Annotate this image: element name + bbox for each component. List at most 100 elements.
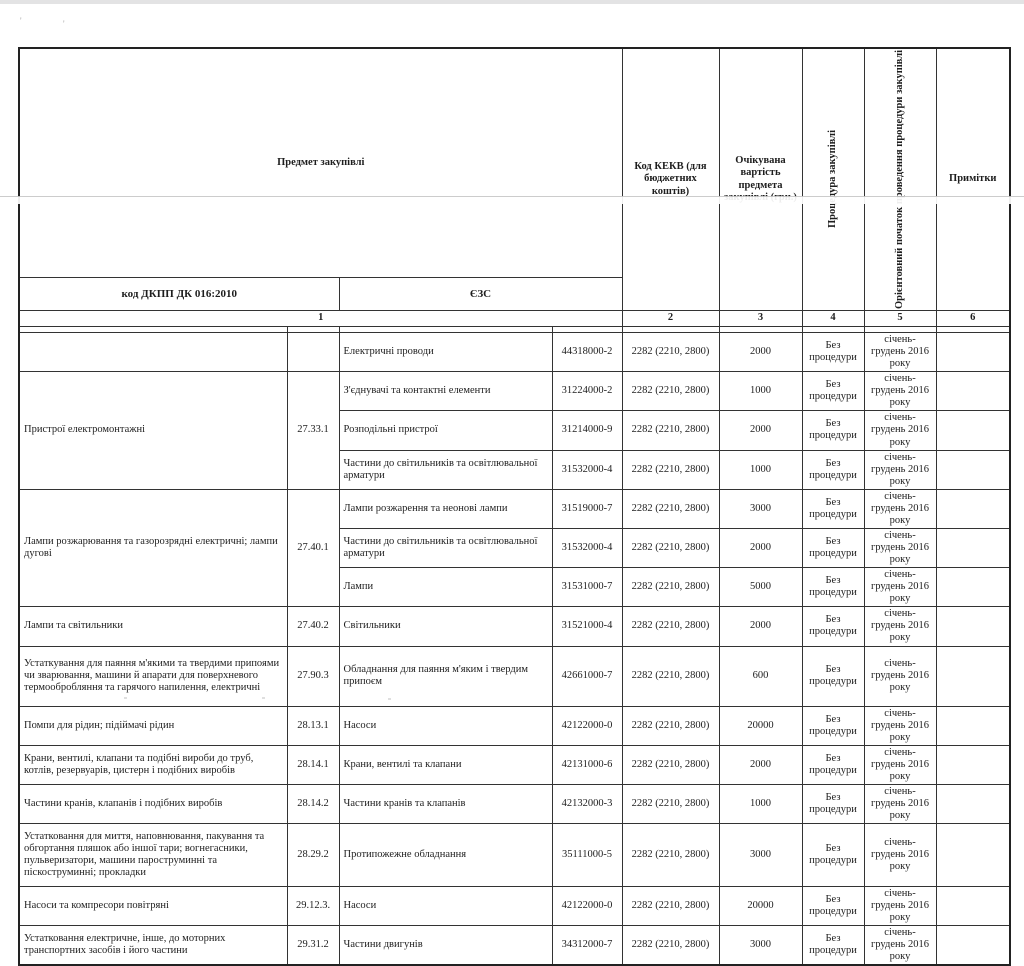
cost-cell: 3000 — [718, 925, 803, 966]
header-dkpp-code: код ДКПП ДК 016:2010 — [18, 277, 340, 311]
header-procedure-label: Процедура закупівлі — [826, 130, 838, 229]
group-dkpp-code-cell — [286, 331, 340, 373]
ezs-name-cell: Насоси — [338, 705, 553, 746]
ezs-code-cell: 42122000-0 — [551, 705, 623, 746]
notes-cell — [935, 488, 1011, 529]
kekv-cell: 2282 (2210, 2800) — [621, 410, 720, 451]
ezs-name-cell: Лампи розжарення та неонові лампи — [338, 488, 553, 529]
procedure-cell: Без процедури — [801, 645, 865, 707]
table-row: Частини до світильників та освітлювально… — [19, 527, 1011, 569]
procedure-cell: Без процедури — [801, 410, 865, 451]
group-name-cell: Помпи для рідин; підіймачі рідин — [18, 705, 288, 746]
period-cell: січень-грудень 2016 року — [863, 527, 937, 569]
kekv-cell: 2282 (2210, 2800) — [621, 527, 720, 569]
ezs-code-cell: 42122000-0 — [551, 886, 623, 927]
cost-cell: 2000 — [718, 527, 803, 569]
notes-cell — [935, 331, 1011, 373]
col-number-3: 3 — [718, 310, 803, 327]
group-dkpp-code-cell: 27.33.1 — [286, 371, 340, 490]
table-row: Устатковання для миття, наповнювання, па… — [18, 823, 1011, 888]
ezs-name-cell: Протипожежне обладнання — [338, 823, 553, 888]
procedure-cell: Без процедури — [801, 371, 865, 412]
group-dkpp-code-cell: 29.12.3. — [286, 886, 340, 927]
header-ezs: ЄЗС — [338, 277, 623, 311]
cost-cell: 1000 — [718, 449, 803, 490]
header-start: Орієнтовний початок проведення процедури… — [863, 47, 937, 311]
kekv-cell: 2282 (2210, 2800) — [621, 744, 720, 785]
group-name-cell: Устатковання для миття, наповнювання, па… — [18, 823, 288, 888]
notes-cell — [935, 886, 1011, 927]
scan-stitch-band — [0, 196, 1024, 204]
ezs-code-cell: 44318000-2 — [551, 331, 623, 373]
ezs-name-cell: Крани, вентилі та клапани — [338, 744, 553, 785]
procurement-plan-table: Предмет закупівлі Код КЕКВ (для бюджетни… — [18, 47, 1011, 966]
procedure-cell: Без процедури — [801, 925, 865, 966]
ezs-name-cell: Електричні проводи — [338, 331, 553, 373]
notes-cell — [935, 783, 1011, 825]
ezs-name-cell: Світильники — [338, 606, 553, 647]
procedure-cell: Без процедури — [801, 783, 865, 825]
period-cell: січень-грудень 2016 року — [863, 488, 937, 529]
procedure-cell: Без процедури — [801, 331, 865, 373]
kekv-cell: 2282 (2210, 2800) — [621, 331, 720, 373]
header-start-label: Орієнтовний початок проведення процедури… — [893, 50, 905, 309]
group-name-cell: Насоси та компресори повітряні — [18, 886, 288, 927]
table-body: Електричні проводи 44318000-2 2282 (2210, … — [18, 331, 1011, 966]
cost-cell: 600 — [718, 645, 803, 707]
ezs-code-cell: 31521000-4 — [551, 606, 623, 647]
period-cell: січень-грудень 2016 року — [863, 449, 937, 490]
col-number-6: 6 — [935, 310, 1011, 327]
procedure-cell: Без процедури — [801, 823, 865, 888]
kekv-cell: 2282 (2210, 2800) — [621, 606, 720, 647]
col-number-2: 2 — [621, 310, 720, 327]
table-row: Пристрої електромонтажні 27.33.1 З'єднувач… — [18, 371, 1011, 490]
ezs-code-cell: 42131000-6 — [551, 744, 623, 785]
kekv-cell: 2282 (2210, 2800) — [621, 488, 720, 529]
col-number-5: 5 — [863, 310, 937, 327]
cost-cell: 2000 — [718, 744, 803, 785]
period-cell: січень-грудень 2016 року — [863, 371, 937, 412]
ezs-name-cell: Частини двигунів — [338, 925, 553, 966]
cost-cell: 3000 — [718, 823, 803, 888]
group-name-cell: Крани, вентилі, клапани та подібні вироб… — [18, 744, 288, 785]
col-number-1: 1 — [18, 310, 623, 327]
header-kekv: Код КЕКВ (для бюджетних коштів) — [621, 47, 720, 311]
table-row: Частини до світильників та освітлювально… — [19, 449, 1011, 490]
scan-speck: ' — [63, 19, 65, 29]
period-cell: січень-грудень 2016 року — [863, 783, 937, 825]
table-row: Лампи розжарювання та газорозрядні елект… — [18, 488, 1011, 608]
group-name-cell — [18, 331, 288, 373]
kekv-cell: 2282 (2210, 2800) — [621, 567, 720, 608]
kekv-cell: 2282 (2210, 2800) — [621, 886, 720, 927]
table-row: Розподільні пристрої 31214000-9 2282 (2210… — [19, 410, 1011, 451]
period-cell: січень-грудень 2016 року — [863, 567, 937, 608]
scan-edge-artifact — [0, 0, 1024, 4]
notes-cell — [935, 645, 1011, 707]
procedure-cell: Без процедури — [801, 527, 865, 569]
procedure-cell: Без процедури — [801, 449, 865, 490]
ezs-code-cell: 42661000-7 — [551, 645, 623, 707]
col-number-4: 4 — [801, 310, 865, 327]
notes-cell — [935, 823, 1011, 888]
scan-speck: ' — [20, 16, 22, 26]
cost-cell: 1000 — [718, 783, 803, 825]
table-row: Частини кранів, клапанів і подібних виро… — [18, 783, 1011, 825]
kekv-cell: 2282 (2210, 2800) — [621, 925, 720, 966]
ezs-name-cell: Частини до світильників та освітлювально… — [338, 449, 553, 490]
group-name-cell: Пристрої електромонтажні — [18, 371, 288, 490]
group-name-cell: Лампи та світильники — [18, 606, 288, 647]
ezs-code-cell: 34312000-7 — [551, 925, 623, 966]
group-dkpp-code-cell: 29.31.2 — [286, 925, 340, 966]
notes-cell — [935, 925, 1011, 966]
period-cell: січень-грудень 2016 року — [863, 606, 937, 647]
cost-cell: 3000 — [718, 488, 803, 529]
group-dkpp-code-cell: 27.40.2 — [286, 606, 340, 647]
group-name-cell: Устаткування для паяння м'якими та тверд… — [18, 645, 288, 707]
ezs-code-cell: 31531000-7 — [551, 567, 623, 608]
table-row: Лампи та світильники 27.40.2 Світильники 31… — [18, 606, 1011, 647]
period-cell: січень-грудень 2016 року — [863, 886, 937, 927]
header-subject: Предмет закупівлі — [18, 47, 623, 279]
kekv-cell: 2282 (2210, 2800) — [621, 645, 720, 707]
table-row: Крани, вентилі, клапани та подібні вироб… — [18, 744, 1011, 785]
ezs-code-cell: 35111000-5 — [551, 823, 623, 888]
